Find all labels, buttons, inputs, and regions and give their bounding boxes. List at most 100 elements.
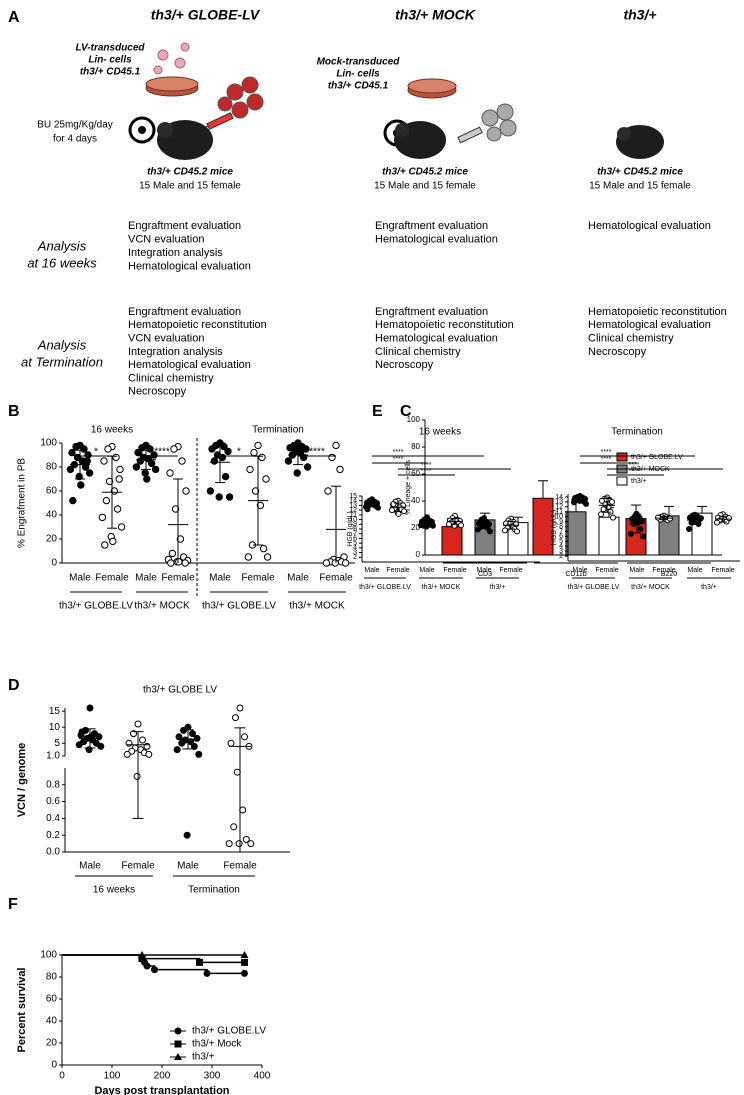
evaluation: Clinical chemistry — [375, 346, 461, 358]
evaluation: Hematopoietic reconstitution — [375, 319, 514, 331]
data-point — [150, 451, 158, 459]
recipient: th3/+ CD45.2 mice — [597, 167, 683, 178]
data-point — [167, 559, 175, 567]
evaluation: Hematological evaluation — [128, 260, 251, 272]
evaluation: Integration analysis — [128, 346, 223, 358]
y-tick-label: 15 — [49, 706, 61, 717]
data-point — [332, 441, 340, 450]
category-label: Female — [95, 573, 129, 584]
category-label: Male — [364, 567, 379, 574]
y-tick-label: 3 — [559, 548, 563, 555]
data-point — [322, 559, 331, 567]
recipient: 15 Male and 15 female — [374, 181, 476, 192]
data-point — [190, 742, 198, 750]
donor-label: Lin- cells — [88, 55, 132, 66]
y-tick-label: 3 — [353, 549, 357, 556]
panel-label: A — [8, 9, 20, 26]
x-tick-label: 300 — [204, 1071, 221, 1082]
data-point — [286, 444, 294, 452]
evaluation: VCN evaluation — [128, 333, 204, 345]
conditioning: BU 25mg/Kg/day — [37, 120, 113, 131]
data-point — [458, 522, 464, 529]
data-point — [210, 457, 219, 465]
donor-label: Mock-transduced — [317, 57, 401, 68]
evaluation: Necroscopy — [375, 359, 434, 371]
data-point — [390, 501, 397, 508]
data-point — [726, 515, 732, 522]
data-point — [176, 535, 185, 543]
category-label: Female — [386, 567, 409, 574]
x-tick-label: 400 — [254, 1071, 271, 1082]
data-point — [136, 457, 145, 465]
data-point — [109, 537, 117, 546]
x-axis-label: Days post transplantation — [94, 1085, 229, 1095]
donor-label: th3/+ CD45.1 — [80, 67, 141, 78]
group-label: th3/+ GLOBE.LV — [359, 584, 411, 591]
y-tick-label: 5 — [559, 538, 563, 545]
category-label: Male — [79, 861, 101, 872]
y-tick-label: 2 — [559, 553, 563, 560]
data-point — [183, 831, 191, 839]
data-point — [236, 704, 244, 712]
evaluation: Hematological evaluation — [588, 319, 711, 331]
evaluation: Hematological evaluation — [128, 359, 251, 371]
group-label: Termination — [188, 885, 240, 896]
evaluation: Hematopoietic reconstitution — [128, 319, 267, 331]
y-tick-label: 0.2 — [46, 830, 60, 841]
data-point — [600, 506, 607, 513]
category-label: Male — [629, 567, 644, 574]
survival-line — [62, 954, 245, 964]
conditioning: for 4 days — [53, 134, 97, 145]
data-point — [166, 469, 174, 477]
data-point — [101, 541, 109, 549]
data-point — [241, 969, 248, 977]
data-point — [514, 528, 520, 535]
data-point — [143, 475, 151, 483]
data-point — [487, 528, 493, 535]
data-point — [571, 499, 577, 506]
category-label: Male — [135, 573, 157, 584]
data-point — [178, 457, 186, 465]
group-label: th3/+ GLOBE.LV — [202, 601, 276, 612]
y-tick-label: 9 — [559, 518, 563, 525]
data-point — [610, 514, 616, 521]
y-axis-label: % Engrafment in PB — [17, 458, 28, 548]
data-point — [151, 465, 160, 474]
data-point — [116, 465, 124, 474]
y-tick-label: 20 — [46, 534, 58, 545]
data-point — [173, 746, 181, 754]
legend-marker — [174, 1053, 182, 1060]
legend-label: th3/+ GLOBE.LV — [192, 1026, 266, 1037]
significance-label: **** — [601, 449, 612, 456]
data-point — [240, 951, 249, 958]
y-axis-label: Percent survival — [16, 968, 28, 1053]
significance-label: * — [94, 447, 98, 458]
y-tick-label: 13 — [349, 502, 357, 509]
data-point — [112, 453, 120, 462]
y-tick-label: 40 — [46, 1016, 58, 1027]
data-point — [637, 525, 644, 532]
y-tick-label: 20 — [411, 523, 420, 532]
data-point — [143, 962, 151, 970]
data-point — [225, 840, 233, 848]
data-point — [168, 549, 177, 558]
data-point — [77, 481, 85, 489]
data-point — [295, 445, 303, 453]
data-point — [182, 487, 190, 495]
donor-label: Lin- cells — [336, 69, 380, 80]
chart-title: Termination — [611, 427, 663, 438]
y-tick-label: 80 — [411, 442, 420, 451]
y-tick-label: 10 — [49, 722, 61, 733]
data-point — [227, 739, 235, 747]
y-tick-label: 10 — [555, 514, 563, 521]
y-tick-label: 100 — [407, 415, 421, 424]
category-label: Male — [687, 567, 702, 574]
data-point — [259, 544, 268, 553]
significance-label: * — [237, 447, 241, 458]
bar — [565, 511, 587, 556]
data-point — [235, 840, 243, 848]
data-point — [73, 453, 82, 462]
y-tick-label: 8 — [353, 526, 357, 533]
data-point — [208, 445, 216, 453]
